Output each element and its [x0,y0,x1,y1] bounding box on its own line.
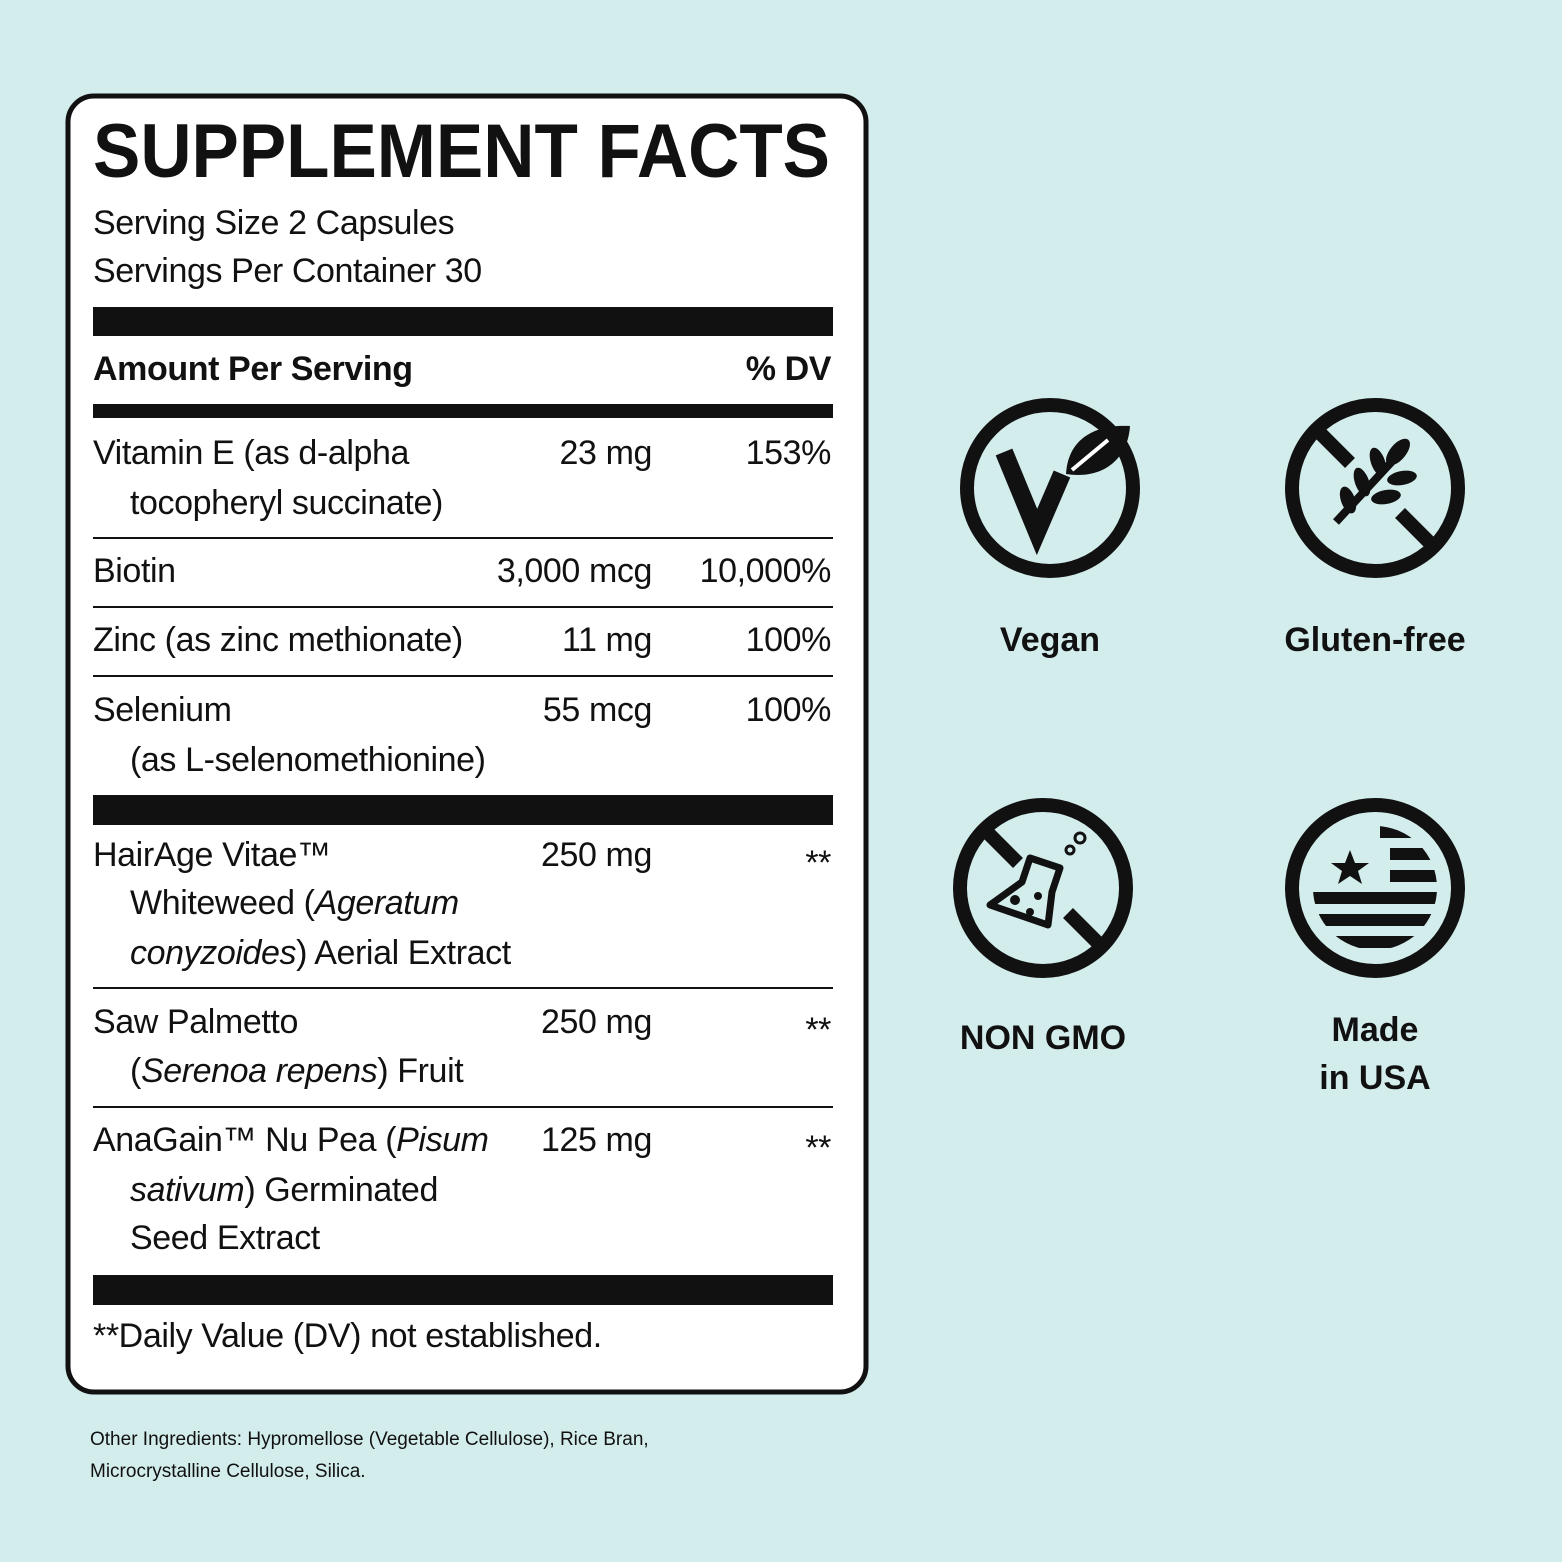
name-segment: Vitamin E (as d-alpha [93,434,410,472]
row-divider [93,537,833,539]
vegan-icon [960,398,1140,578]
daily-value: 100% [746,691,832,729]
non-gmo-icon [953,798,1133,978]
amount: 11 mg [562,621,652,659]
name-segment: Selenium [93,691,232,729]
daily-value: ** [805,1011,831,1049]
name-segment: ) Aerial Extract [296,934,512,972]
ingredient-name: Vitamin E (as d-alpha [93,434,410,472]
ingredient-name: Whiteweed (Ageratum [130,884,459,922]
ingredient-name: Biotin [93,552,176,590]
name-segment: AnaGain™ Nu Pea ( [93,1121,397,1159]
name-segment: ) Fruit [377,1052,464,1090]
badge-label: NON GMO [960,1019,1126,1057]
ingredient-name: Selenium [93,691,232,729]
name-segment: conyzoides [130,934,296,972]
name-segment: ( [130,1052,142,1090]
thick-rule [93,1275,833,1305]
thick-rule [93,307,833,336]
ingredient-name: HairAge Vitae™ [93,836,331,874]
column-header: Amount Per Serving [93,350,413,388]
name-segment: Ageratum [313,884,459,922]
ingredient-name: (as L-selenomethionine) [130,741,486,779]
name-segment: Whiteweed ( [130,884,316,922]
badge-label: Vegan [1000,621,1100,659]
name-segment: Saw Palmetto [93,1003,298,1041]
ingredient-name: AnaGain™ Nu Pea (Pisum [93,1121,489,1159]
amount: 250 mg [541,1003,652,1041]
name-segment: Pisum [396,1121,488,1159]
gluten-free-icon [1285,398,1465,578]
row-divider [93,987,833,989]
name-segment: Biotin [93,552,176,590]
amount: 125 mg [541,1121,652,1159]
ingredient-name: Zinc (as zinc methionate) [93,621,463,659]
servings-per-container: Servings Per Container 30 [93,252,482,290]
ingredient-name: Saw Palmetto [93,1003,298,1041]
daily-value: 100% [746,621,832,659]
ingredient-name: tocopheryl succinate) [130,484,443,522]
other-ingredients: Microcrystalline Cellulose, Silica. [90,1461,366,1482]
badge-label: in USA [1319,1059,1430,1097]
column-header: % DV [746,350,832,388]
amount: 23 mg [560,434,653,472]
ingredient-name: Seed Extract [130,1219,321,1257]
amount: 250 mg [541,836,652,874]
daily-value: ** [805,1129,831,1167]
daily-value: 153% [746,434,832,472]
name-segment: HairAge Vitae™ [93,836,331,874]
amount: 3,000 mcg [497,552,652,590]
ingredient-name: (Serenoa repens) Fruit [130,1052,464,1090]
row-divider [93,606,833,608]
usa-icon [1285,798,1465,978]
name-segment: tocopheryl succinate) [130,484,443,522]
other-ingredients: Other Ingredients: Hypromellose (Vegetab… [90,1429,649,1450]
badge-label: Made [1332,1011,1419,1049]
amount: 55 mcg [543,691,652,729]
name-segment: sativum [130,1171,244,1209]
daily-value: ** [805,844,831,882]
medium-rule [93,404,833,418]
row-divider [93,675,833,677]
badge-label: Gluten-free [1284,621,1465,659]
label-box [65,93,869,1395]
name-segment: Serenoa repens [141,1052,378,1090]
row-divider [93,1106,833,1108]
daily-value: 10,000% [700,552,832,590]
ingredient-name: conyzoides) Aerial Extract [130,934,512,972]
serving-size: Serving Size 2 Capsules [93,204,454,242]
thick-rule [93,795,833,825]
label-title: SUPPLEMENT FACTS [93,109,830,194]
name-segment: ) Germinated [244,1171,438,1209]
name-segment: (as L-selenomethionine) [130,741,486,779]
ingredient-name: sativum) Germinated [130,1171,438,1209]
name-segment: Seed Extract [130,1219,321,1257]
footnote: **Daily Value (DV) not established. [93,1317,602,1355]
name-segment: Zinc (as zinc methionate) [93,621,463,659]
